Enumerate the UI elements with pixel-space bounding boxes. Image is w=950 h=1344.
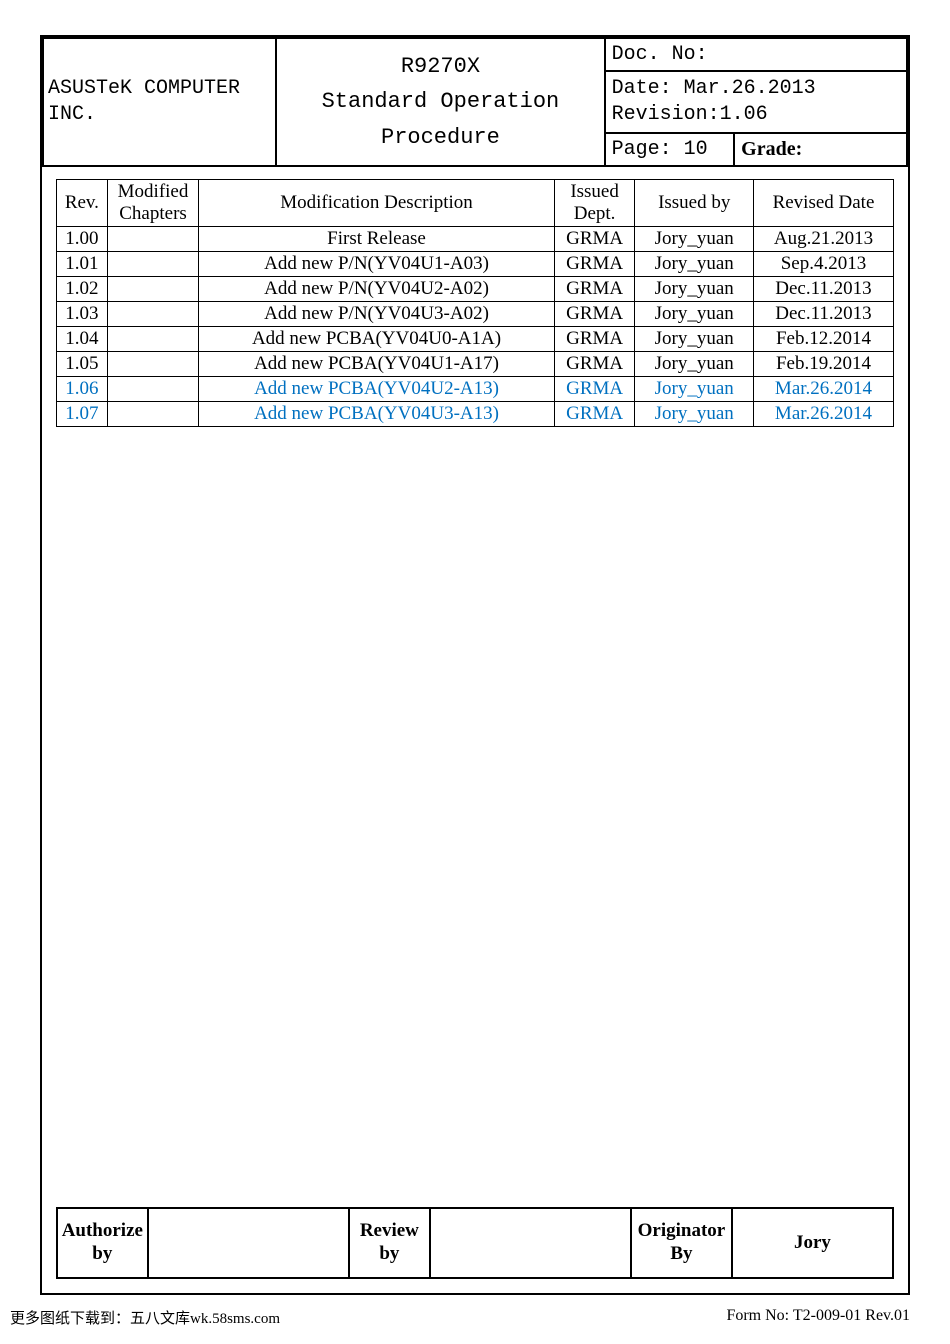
by-cell: Jory_yuan <box>635 301 753 326</box>
dept-cell: GRMA <box>554 326 635 351</box>
rev-cell: 1.01 <box>57 251 108 276</box>
table-row: 1.04 Add new PCBA(YV04U0-A1A)GRMAJory_yua… <box>57 326 894 351</box>
desc-cell: Add new P/N(YV04U1-A03) <box>199 251 554 276</box>
originator-text: Originator By <box>638 1220 726 1264</box>
mod-cell <box>107 351 199 376</box>
table-row: 1.06 Add new PCBA(YV04U2-A13)GRMAJory_yua… <box>57 376 894 401</box>
footer-left: 更多图纸下载到：五八文库wk.58sms.com <box>10 1307 280 1328</box>
dept-cell: GRMA <box>554 276 635 301</box>
review-label: Review by <box>349 1208 430 1278</box>
dept-cell: GRMA <box>554 226 635 251</box>
by-cell: Jory_yuan <box>635 251 753 276</box>
grade-label: Grade: <box>741 138 802 160</box>
originator-name-text: Jory <box>794 1232 831 1253</box>
originator-label: Originator By <box>631 1208 732 1278</box>
footer-right: Form No: T2-009-01 Rev.01 <box>726 1307 910 1328</box>
col-rev: Rev. <box>57 180 108 227</box>
table-row: 1.07 Add new PCBA(YV04U3-A13)GRMAJory_yua… <box>57 401 894 426</box>
table-row: 1.02 Add new P/N(YV04U2-A02)GRMAJory_yuan… <box>57 276 894 301</box>
grade-cell: Grade: <box>734 133 907 166</box>
table-row: 1.01 Add new P/N(YV04U1-A03)GRMAJory_yuan… <box>57 251 894 276</box>
rev-cell: 1.06 <box>57 376 108 401</box>
title-line1: R9270X <box>401 54 480 79</box>
date-rev-cell: Date: Mar.26.2013 Revision:1.06 <box>605 71 907 133</box>
rev-cell: 1.03 <box>57 301 108 326</box>
by-cell: Jory_yuan <box>635 226 753 251</box>
table-row: 1.05 Add new PCBA(YV04U1-A17)GRMAJory_yua… <box>57 351 894 376</box>
col-desc: Modification Description <box>199 180 554 227</box>
table-row: 1.00 First ReleaseGRMAJory_yuanAug.21.201… <box>57 226 894 251</box>
authorize-text: Authorize by <box>62 1220 143 1264</box>
by-cell: Jory_yuan <box>635 351 753 376</box>
date-cell: Aug.21.2013 <box>753 226 893 251</box>
desc-cell: Add new P/N(YV04U2-A02) <box>199 276 554 301</box>
revision-table-wrap: Rev. Modified Chapters Modification Desc… <box>42 167 908 427</box>
mod-cell <box>107 376 199 401</box>
revision-table: Rev. Modified Chapters Modification Desc… <box>56 179 894 427</box>
review-blank <box>430 1208 631 1278</box>
desc-cell: First Release <box>199 226 554 251</box>
originator-name: Jory <box>732 1208 893 1278</box>
rev-cell: 1.05 <box>57 351 108 376</box>
date-cell: Dec.11.2013 <box>753 301 893 326</box>
page-label: Page: 10 <box>612 138 708 161</box>
date-cell: Sep.4.2013 <box>753 251 893 276</box>
header-table: ASUSTeK COMPUTER INC. R9270X Standard Op… <box>42 37 908 167</box>
revision-label: Revision:1.06 <box>612 103 768 126</box>
title-cell: R9270X Standard Operation Procedure <box>276 38 604 166</box>
desc-cell: Add new PCBA(YV04U0-A1A) <box>199 326 554 351</box>
title-line2: Standard Operation Procedure <box>322 89 560 149</box>
col-mod: Modified Chapters <box>107 180 199 227</box>
review-text: Review by <box>360 1220 419 1264</box>
desc-cell: Add new P/N(YV04U3-A02) <box>199 301 554 326</box>
authorize-blank <box>148 1208 349 1278</box>
company-cell: ASUSTeK COMPUTER INC. <box>43 38 276 166</box>
dept-cell: GRMA <box>554 376 635 401</box>
dept-cell: GRMA <box>554 351 635 376</box>
page-frame: ASUSTeK COMPUTER INC. R9270X Standard Op… <box>40 35 910 1295</box>
desc-cell: Add new PCBA(YV04U3-A13) <box>199 401 554 426</box>
doc-no-label: Doc. No: <box>612 43 708 66</box>
rev-cell: 1.07 <box>57 401 108 426</box>
revision-header-row: Rev. Modified Chapters Modification Desc… <box>57 180 894 227</box>
page-cell: Page: 10 <box>605 133 735 166</box>
desc-cell: Add new PCBA(YV04U1-A17) <box>199 351 554 376</box>
dept-cell: GRMA <box>554 301 635 326</box>
date-label: Date: Mar.26.2013 <box>612 77 816 100</box>
by-cell: Jory_yuan <box>635 376 753 401</box>
mod-cell <box>107 276 199 301</box>
col-date: Revised Date <box>753 180 893 227</box>
col-dept: Issued Dept. <box>554 180 635 227</box>
col-by: Issued by <box>635 180 753 227</box>
date-cell: Dec.11.2013 <box>753 276 893 301</box>
rev-cell: 1.02 <box>57 276 108 301</box>
date-cell: Mar.26.2014 <box>753 376 893 401</box>
sign-table: Authorize by Review by Originator By Jor… <box>56 1207 894 1279</box>
rev-cell: 1.04 <box>57 326 108 351</box>
authorize-label: Authorize by <box>57 1208 148 1278</box>
dept-cell: GRMA <box>554 251 635 276</box>
date-cell: Feb.12.2014 <box>753 326 893 351</box>
by-cell: Jory_yuan <box>635 276 753 301</box>
table-row: 1.03 Add new P/N(YV04U3-A02)GRMAJory_yuan… <box>57 301 894 326</box>
mod-cell <box>107 301 199 326</box>
rev-cell: 1.00 <box>57 226 108 251</box>
page-footer: 更多图纸下载到：五八文库wk.58sms.com Form No: T2-009… <box>10 1307 910 1328</box>
dept-cell: GRMA <box>554 401 635 426</box>
mod-cell <box>107 251 199 276</box>
company-name: ASUSTeK COMPUTER INC. <box>48 77 240 126</box>
mod-cell <box>107 401 199 426</box>
date-cell: Feb.19.2014 <box>753 351 893 376</box>
mod-cell <box>107 326 199 351</box>
mod-cell <box>107 226 199 251</box>
date-cell: Mar.26.2014 <box>753 401 893 426</box>
doc-no-cell: Doc. No: <box>605 38 907 71</box>
by-cell: Jory_yuan <box>635 401 753 426</box>
desc-cell: Add new PCBA(YV04U2-A13) <box>199 376 554 401</box>
by-cell: Jory_yuan <box>635 326 753 351</box>
